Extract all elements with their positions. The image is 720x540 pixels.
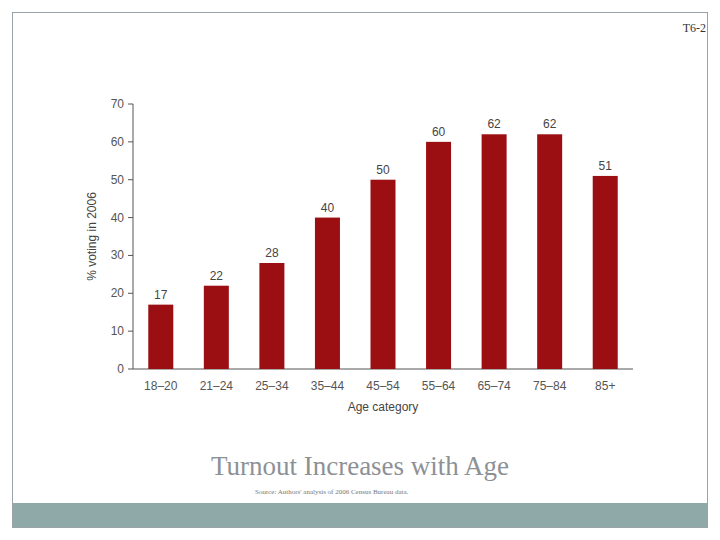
data-label: 51 [599, 159, 613, 173]
bar [537, 134, 562, 369]
y-tick [128, 255, 133, 256]
y-tick [128, 293, 133, 294]
data-label: 22 [210, 269, 224, 283]
y-tick-label: 30 [111, 248, 125, 262]
y-axis-label: % voting in 2006 [85, 192, 99, 281]
y-tick-label: 20 [111, 286, 125, 300]
bar [204, 286, 229, 369]
data-label: 40 [321, 201, 335, 215]
bar [482, 134, 507, 369]
slide-canvas: T6-2 0 10 20 30 40 50 60 70 17 22 28 40 50 60 62 62 51 18–… [0, 0, 720, 540]
y-tick [128, 141, 133, 142]
slide-frame [13, 13, 708, 528]
y-tick [128, 369, 133, 370]
bar [259, 263, 284, 369]
data-label: 60 [432, 125, 446, 139]
data-label: 50 [376, 163, 390, 177]
y-tick [128, 104, 133, 105]
bar [148, 305, 173, 369]
x-tick-label: 75–84 [533, 379, 567, 393]
y-tick-label: 0 [117, 362, 124, 376]
x-axis-label: Age category [348, 400, 419, 414]
slide-label: T6-2 [683, 21, 706, 35]
y-tick-label: 50 [111, 173, 125, 187]
x-tick-label: 85+ [595, 379, 615, 393]
y-tick-label: 60 [111, 135, 125, 149]
data-label: 62 [543, 117, 557, 131]
y-tick [128, 179, 133, 180]
y-tick-label: 70 [111, 97, 125, 111]
x-tick-label: 21–24 [200, 379, 234, 393]
x-tick-label: 25–34 [255, 379, 289, 393]
footer-band [13, 503, 707, 527]
bar [426, 142, 451, 369]
bar [315, 218, 340, 369]
x-tick-label: 65–74 [477, 379, 511, 393]
x-tick-label: 35–44 [311, 379, 345, 393]
bar [593, 176, 618, 369]
y-tick-label: 40 [111, 211, 125, 225]
title: Turnout Increases with Age [211, 451, 509, 481]
y-tick-label: 10 [111, 324, 125, 338]
bars [148, 134, 617, 369]
bar [371, 180, 396, 369]
slide: T6-2 0 10 20 30 40 50 60 70 17 22 28 40 50 60 62 62 51 18–… [0, 0, 720, 540]
y-tick [128, 331, 133, 332]
x-tick-label: 18–20 [144, 379, 178, 393]
data-label: 62 [487, 117, 501, 131]
source-note: Source: Authors' analysis of 2006 Census… [255, 488, 409, 496]
x-tick-label: 45–54 [366, 379, 400, 393]
data-label: 28 [265, 246, 279, 260]
data-label: 17 [154, 288, 168, 302]
x-tick-label: 55–64 [422, 379, 456, 393]
y-axis [133, 104, 134, 369]
y-tick [128, 217, 133, 218]
